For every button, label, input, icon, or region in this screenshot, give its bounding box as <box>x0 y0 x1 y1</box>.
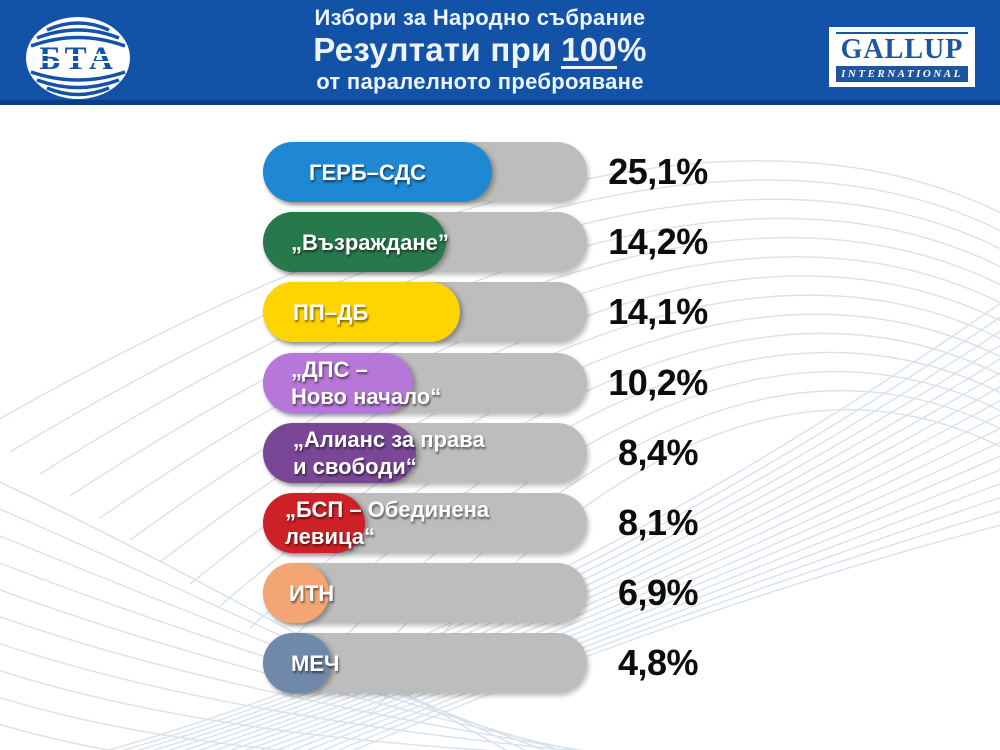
header-title-block: Избори за Народно събрание Резултати при… <box>255 0 705 100</box>
background-wave <box>69 217 1000 497</box>
background-wave <box>0 696 290 750</box>
bar-row: ПП–ДБ 14,1% <box>263 282 783 343</box>
title-underlined-number: 100 <box>561 31 618 69</box>
value-label: 14,1% <box>608 291 708 333</box>
results-bar-chart: ГЕРБ–СДС 25,1% „Възраждане” 14,2% ПП–ДБ 14,1%… <box>263 0 1000 750</box>
title-suffix: % <box>617 31 647 68</box>
header-subtitle-bottom: от паралелното преброяване <box>316 69 644 94</box>
bar-row: ГЕРБ–СДС 25,1% <box>263 142 783 202</box>
background-wave <box>0 535 546 750</box>
party-bar: „ДПС – Ново начало“ <box>263 352 442 413</box>
value-label: 4,8% <box>617 642 699 684</box>
party-bar: ГЕРБ–СДС <box>263 142 492 202</box>
party-label: „Алианс за права <box>293 426 485 452</box>
party-label: „ДПС – <box>291 356 368 382</box>
party-label: и свободи“ <box>293 453 417 479</box>
party-label: ПП–ДБ <box>293 299 369 325</box>
background-wave <box>229 413 1000 750</box>
background-wave <box>0 589 577 750</box>
party-bar: „БСП – Обединеналевица“ <box>263 493 489 553</box>
background-wave <box>39 198 1000 475</box>
value-label: 8,4% <box>617 431 699 473</box>
background-wave <box>275 455 1000 750</box>
bar-row: „БСП – Обединеналевица“ 8,1% <box>263 493 783 553</box>
party-label: „БСП – Обединена <box>263 496 489 523</box>
bar-row: ИТН 6,9% <box>263 563 783 624</box>
party-bar: ИТН <box>263 563 335 624</box>
value-label: 10,2% <box>608 361 708 403</box>
bar-row: МЕЧ 4,8% <box>263 633 783 694</box>
gallup-wordmark: GALLUP <box>836 32 968 65</box>
party-bar: „Алианс за права и свободи“ <box>263 422 485 483</box>
background-wave <box>9 179 1000 453</box>
background-wave <box>290 469 1000 750</box>
background-wave <box>337 510 1000 750</box>
title-prefix: Резултати при <box>313 31 562 68</box>
background-wave <box>244 427 1000 750</box>
background-wave <box>213 399 1000 750</box>
gallup-international-logo: GALLUP INTERNATIONAL <box>829 27 975 87</box>
value-label: 6,9% <box>617 572 699 614</box>
party-label: левица“ <box>285 524 375 549</box>
party-label: ГЕРБ–СДС <box>309 159 427 185</box>
party-label: Ново начало“ <box>291 383 442 409</box>
party-bar: ПП–ДБ <box>263 282 460 343</box>
gallup-subtitle: INTERNATIONAL <box>836 66 968 82</box>
header-subtitle-top: Избори за Народно събрание <box>314 5 646 30</box>
background-wave <box>99 236 1000 519</box>
background-wave <box>0 562 563 750</box>
party-label: МЕЧ <box>291 650 340 676</box>
value-label: 8,1% <box>617 502 699 543</box>
background-wave <box>259 441 1000 750</box>
bar-row: „Възраждане” 14,2% <box>263 212 783 273</box>
header-title: Резултати при 100% <box>313 31 647 69</box>
background-wave <box>0 642 574 750</box>
party-label: ИТН <box>289 580 335 606</box>
value-label: 25,1% <box>608 151 708 192</box>
background-wave <box>0 616 584 750</box>
party-bar: „Възраждане” <box>263 212 449 273</box>
party-label: „Възраждане” <box>291 229 449 255</box>
background-wave <box>321 496 1000 750</box>
bta-logo-text: БТА <box>39 41 117 77</box>
header: БТА Избори за Народно събрание Резултати… <box>0 0 1000 105</box>
value-label: 14,2% <box>608 221 708 263</box>
background-wave <box>0 669 494 750</box>
bar-row: „ДПС – Ново начало“ 10,2% <box>263 352 783 413</box>
bar-row: „Алианс за права и свободи“ 8,4% <box>263 422 783 483</box>
background-wave <box>0 723 113 750</box>
party-bar: МЕЧ <box>263 633 340 694</box>
bta-logo: БТА <box>26 17 130 99</box>
